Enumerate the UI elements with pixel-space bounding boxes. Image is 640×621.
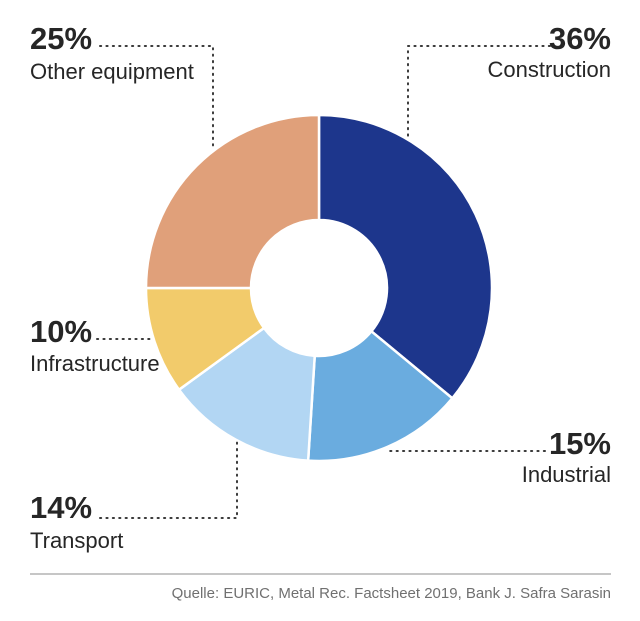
slice-other-equipment <box>144 113 321 290</box>
data-label-industrial: Industrial <box>522 462 611 487</box>
data-label-transport-value: 14% <box>30 490 92 525</box>
data-label-construction: Construction <box>487 57 611 82</box>
slice-transport <box>177 326 316 462</box>
data-label-other-equipment-value: 25% <box>30 21 92 56</box>
leader-line-other-equipment <box>99 45 214 151</box>
slice-construction <box>317 113 494 400</box>
data-label-industrial-value: 15% <box>549 426 611 461</box>
slice-industrial <box>306 330 454 463</box>
source-note: Quelle: EURIC, Metal Rec. Factsheet 2019… <box>172 585 611 602</box>
data-label-construction-value: 36% <box>549 21 611 56</box>
data-label-infrastructure: Infrastructure <box>30 351 160 376</box>
leader-line-construction <box>407 45 551 137</box>
leader-line-transport <box>99 437 238 519</box>
data-label-infrastructure-value: 10% <box>30 314 92 349</box>
chart-slices <box>144 113 494 463</box>
data-label-transport: Transport <box>30 528 123 553</box>
data-label-other-equipment: Other equipment <box>30 59 194 84</box>
